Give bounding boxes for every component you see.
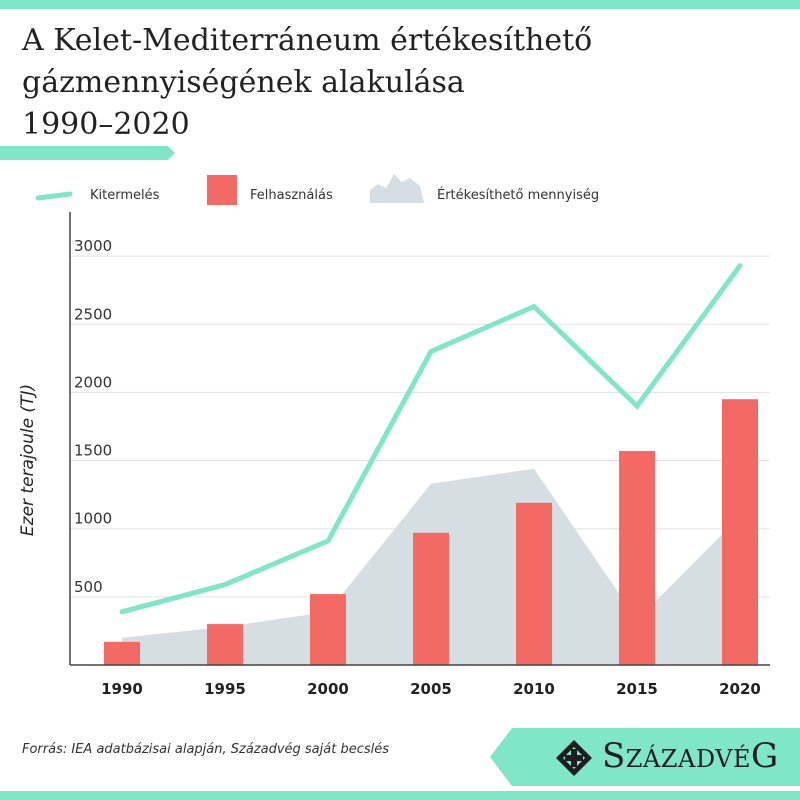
y-tick-label: 2500 [74, 305, 112, 323]
x-tick-label: 1995 [204, 680, 246, 698]
legend-consumption-swatch [207, 175, 237, 205]
diamond-logo-icon [556, 740, 592, 776]
bottom-accent-bar [0, 791, 800, 800]
title-line-2: gázmennyiségének alakulása [22, 65, 465, 100]
chart-title: A Kelet-Mediterráneum értékesíthető gázm… [22, 20, 722, 146]
top-accent-bar [0, 0, 800, 9]
logo-last-letter: G [750, 736, 779, 776]
title-line-3: 1990–2020 [22, 107, 190, 142]
consumption-bar-2010 [516, 502, 552, 665]
consumption-bar-2015 [619, 451, 655, 665]
x-tick-label: 1990 [101, 680, 143, 698]
title-stripe [0, 146, 175, 160]
legend-sellable-label: Értékesíthető mennyiség [437, 188, 600, 203]
x-tick-label: 2010 [513, 680, 555, 698]
consumption-bar-2020 [722, 399, 758, 665]
x-tick-label: 2015 [616, 680, 658, 698]
logo-tab [490, 728, 800, 786]
consumption-bar-2005 [413, 532, 449, 665]
y-tick-label: 3000 [74, 237, 112, 255]
logo-wordmark: SZÁZADVÉG [602, 736, 779, 776]
legend-production-label: Kitermelés [90, 188, 160, 203]
y-tick-label: 1500 [74, 442, 112, 460]
legend-consumption-label: Felhasználás [250, 188, 333, 203]
consumption-bar-1990 [104, 641, 140, 665]
legend-production-swatch [35, 191, 73, 201]
source-note: Forrás: IEA adatbázisai alapján, Századv… [22, 742, 390, 757]
title-line-1: A Kelet-Mediterráneum értékesíthető [22, 23, 593, 58]
y-tick-label: 1000 [74, 510, 112, 528]
production-line [119, 263, 743, 615]
y-axis-label: Ezer terajoule (TJ) [18, 383, 38, 537]
logo-middle-letters: ZÁZADVÉ [625, 745, 751, 773]
consumption-bar-2000 [310, 594, 346, 665]
legend-swatches [35, 174, 424, 205]
x-tick-label: 2020 [719, 680, 761, 698]
logo-first-letter: S [602, 736, 626, 776]
y-tick-label: 500 [74, 578, 103, 596]
legend-sellable-swatch [370, 174, 424, 203]
x-tick-label: 2005 [410, 680, 452, 698]
y-tick-label: 2000 [74, 373, 112, 391]
consumption-bar-1995 [207, 624, 243, 665]
legend: Kitermelés Felhasználás Értékesíthető me… [0, 170, 800, 220]
x-tick-label: 2000 [307, 680, 349, 698]
